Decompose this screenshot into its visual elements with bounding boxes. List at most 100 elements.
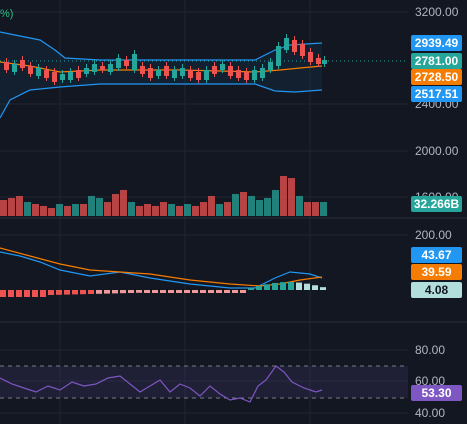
volume-bar <box>88 196 95 216</box>
candle-body <box>28 66 33 74</box>
macd-histogram-bar <box>256 286 262 290</box>
rsi-pane <box>0 365 408 403</box>
volume-bar <box>240 192 247 216</box>
candle-body <box>268 62 273 70</box>
volume-bar <box>48 208 55 216</box>
candle-body <box>244 72 249 80</box>
macd-histogram-bar <box>8 290 14 297</box>
macd-line <box>0 251 323 289</box>
rsi-axis-label: 80.00 <box>415 343 446 357</box>
macd-histogram-bar <box>288 282 294 290</box>
signal-line-badge: 39.59 <box>411 264 462 280</box>
volume-bar <box>304 202 311 216</box>
candle-body <box>284 38 289 50</box>
macd-histogram-bar <box>232 290 238 293</box>
macd-histogram-bar <box>152 290 158 293</box>
upper-band-line <box>0 31 323 61</box>
macd-histogram-bar <box>16 290 22 297</box>
volume-bar <box>72 204 79 216</box>
volume-bar <box>104 202 111 216</box>
candle-body <box>164 66 169 76</box>
volume-bar <box>96 198 103 216</box>
macd-histogram-bar <box>24 290 30 297</box>
candle-body <box>228 66 233 76</box>
histogram-badge: 4.08 <box>411 282 462 298</box>
volume-bar <box>232 194 239 216</box>
macd-histogram-bar <box>112 290 118 294</box>
macd-histogram-bar <box>296 282 302 290</box>
macd-histogram-bar <box>56 290 62 295</box>
candle-body <box>236 70 241 78</box>
volume-badge: 32.266B <box>411 196 462 212</box>
candle-body <box>148 68 153 78</box>
volume-bars <box>0 176 327 216</box>
lower-band-badge: 2517.51 <box>411 86 462 102</box>
macd-histogram-bar <box>168 290 174 293</box>
candle-body <box>260 68 265 78</box>
volume-bar <box>32 204 39 216</box>
candle-body <box>252 70 257 80</box>
candle-body <box>44 70 49 78</box>
macd-histogram-bar <box>192 290 198 293</box>
candle-body <box>108 64 113 72</box>
volume-bar <box>216 204 223 216</box>
macd-histogram-bar <box>80 290 86 295</box>
macd-histogram-bar <box>48 290 54 295</box>
macd-histogram-bar <box>32 290 38 297</box>
volume-bar <box>248 196 255 216</box>
candle-body <box>60 74 65 80</box>
macd-axis-label: 200.00 <box>415 228 452 242</box>
macd-histogram-bar <box>272 282 278 290</box>
volume-bar <box>264 198 271 216</box>
macd-histogram-bar <box>104 290 110 294</box>
macd-histogram-bar <box>248 288 254 290</box>
volume-bar <box>16 196 23 216</box>
volume-bar <box>64 206 71 216</box>
candle-body <box>180 68 185 76</box>
volume-bar <box>224 202 231 216</box>
macd-histogram-bar <box>160 290 166 293</box>
candle-body <box>220 64 225 70</box>
volume-bar <box>168 204 175 216</box>
volume-bar <box>80 204 87 216</box>
volume-bar <box>24 202 31 216</box>
volume-bar <box>280 176 287 216</box>
candle-body <box>292 40 297 52</box>
volume-bar <box>136 206 143 216</box>
macd-histogram-bar <box>96 290 102 294</box>
lower-band-line <box>0 83 323 119</box>
volume-bar <box>176 206 183 216</box>
macd-histogram-bar <box>224 290 230 293</box>
macd-histogram-bar <box>64 290 70 295</box>
candle-body <box>156 70 161 76</box>
candle-body <box>36 68 41 76</box>
macd-histogram-bar <box>144 290 150 293</box>
candle-body <box>12 64 17 72</box>
candle-body <box>92 64 97 72</box>
candle-body <box>196 72 201 80</box>
macd-pane <box>0 247 326 297</box>
indicator-corner-label: %) <box>0 8 14 20</box>
candle-body <box>84 68 89 74</box>
macd-histogram-bar <box>40 290 46 297</box>
volume-bar <box>120 190 127 216</box>
price-axis-label: 3200.00 <box>415 5 459 19</box>
candle-body <box>4 62 9 70</box>
candle-body <box>172 70 177 78</box>
volume-bar <box>56 204 63 216</box>
volume-bar <box>320 202 327 216</box>
candle-body <box>276 46 281 66</box>
macd-histogram-bar <box>208 290 214 293</box>
volume-bar <box>152 206 159 216</box>
volume-bar <box>8 198 15 216</box>
volume-bar <box>40 206 47 216</box>
rsi-line <box>0 365 323 403</box>
rsi-band <box>0 366 408 398</box>
candle-body <box>52 72 57 82</box>
volume-bar <box>0 200 7 216</box>
macd-histogram-bar <box>304 283 310 290</box>
volume-bar <box>184 204 191 216</box>
macd-histogram-bar <box>216 290 222 293</box>
volume-bar <box>200 202 207 216</box>
